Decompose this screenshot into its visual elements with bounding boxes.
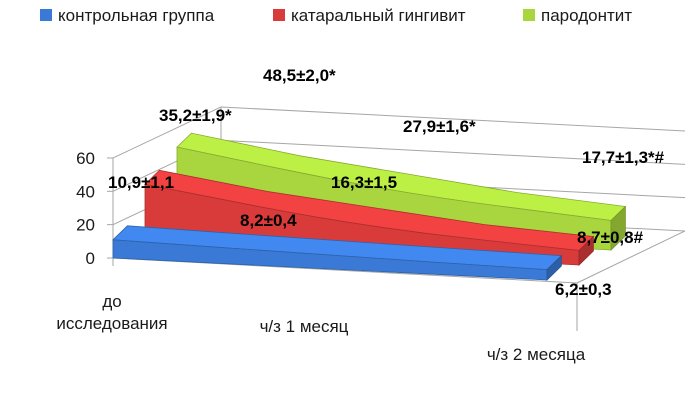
series-end-cap-0 (546, 254, 562, 281)
gridline-back-3 (220, 106, 685, 132)
x-axis: до исследования ч/з 1 месяц ч/з 2 месяца (56, 292, 585, 364)
legend-swatch-1 (273, 9, 285, 21)
legend-label-0: контрольная группа (58, 6, 215, 25)
data-labels: 10,9±1,1 8,2±0,4 6,2±0,3 35,2±1,9* 16,3±1,5 8… (108, 66, 665, 299)
data-label-s2-c1: 27,9±1,6* (403, 117, 476, 136)
data-label-s0-c0: 10,9±1,1 (108, 173, 174, 192)
y-tick-label-0: 0 (86, 249, 95, 268)
y-tick-label-1: 20 (76, 216, 95, 235)
data-label-s1-c1: 16,3±1,5 (331, 173, 397, 192)
series-end-cap-1 (578, 235, 594, 266)
gridline-side-3 (112, 106, 222, 159)
gridline-back-2 (220, 139, 685, 165)
data-label-s0-c1: 8,2±0,4 (240, 211, 297, 230)
legend-label-2: пародонтит (541, 6, 632, 25)
data-label-s1-c0: 35,2±1,9* (159, 106, 232, 125)
series-ribbons (112, 132, 627, 281)
legend: контрольная группа катаральный гингивит па… (40, 6, 632, 25)
series-ribbon-0 (112, 225, 563, 281)
x-tick-label-1: ч/з 1 месяц (260, 317, 349, 336)
data-label-s1-c2: 8,7±0,8# (577, 228, 644, 247)
x-tick-label-0-line-1: исследования (56, 314, 167, 333)
series-front-face-0 (112, 239, 548, 281)
x-tick-label-0-line-0: до (102, 292, 121, 311)
series-end-cap-2 (610, 205, 626, 251)
y-axis: 0 20 40 60 (76, 149, 113, 268)
legend-label-1: катаральный гингивит (291, 6, 466, 25)
x-tick-label-2: ч/з 2 месяца (487, 345, 586, 364)
floor-right-edge (576, 230, 685, 284)
y-tick-label-3: 60 (76, 149, 95, 168)
data-label-s0-c2: 6,2±0,3 (555, 280, 612, 299)
x-tick-label-0: до исследования (56, 292, 167, 333)
data-label-s2-c0: 48,5±2,0* (263, 66, 336, 85)
legend-swatch-0 (40, 9, 52, 21)
data-label-s2-c2: 17,7±1,3*# (582, 148, 665, 167)
y-tick-label-2: 40 (76, 182, 95, 201)
legend-swatch-2 (523, 9, 535, 21)
